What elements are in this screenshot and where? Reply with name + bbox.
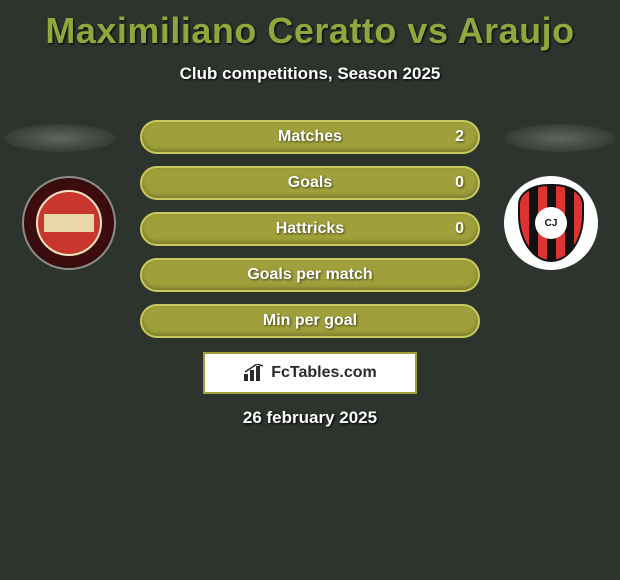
stat-row-hattricks: Hattricks 0: [140, 212, 480, 246]
stat-value: 0: [455, 220, 464, 238]
brand-badge: FcTables.com: [203, 352, 417, 394]
brand-text: FcTables.com: [271, 364, 377, 382]
stat-label: Matches: [278, 128, 342, 146]
club-badge-right-circle: CJ: [504, 176, 598, 270]
player-left-placeholder: [5, 124, 115, 152]
stat-row-goals-per-match: Goals per match: [140, 258, 480, 292]
stat-label: Goals per match: [247, 266, 372, 284]
page-title: Maximiliano Ceratto vs Araujo: [0, 0, 620, 52]
club-badge-left-inner: [36, 190, 102, 256]
stat-row-matches: Matches 2: [140, 120, 480, 154]
stat-label: Min per goal: [263, 312, 357, 330]
club-badge-left-banner: [44, 214, 94, 232]
stat-row-goals: Goals 0: [140, 166, 480, 200]
stat-value: 0: [455, 174, 464, 192]
club-badge-left: [22, 176, 116, 270]
stat-label: Goals: [288, 174, 332, 192]
club-badge-left-ring: [22, 176, 116, 270]
club-badge-right-monogram: CJ: [535, 207, 567, 239]
player-right-placeholder: [505, 124, 615, 152]
chart-icon: [243, 364, 265, 382]
stat-row-min-per-goal: Min per goal: [140, 304, 480, 338]
stat-value: 2: [455, 128, 464, 146]
stats-panel: Matches 2 Goals 0 Hattricks 0 Goals per …: [140, 120, 480, 350]
footer-date: 26 february 2025: [0, 408, 620, 428]
club-badge-right: CJ: [504, 176, 598, 270]
stat-label: Hattricks: [276, 220, 344, 238]
page-subtitle: Club competitions, Season 2025: [0, 64, 620, 84]
club-badge-right-shield: CJ: [518, 184, 584, 262]
